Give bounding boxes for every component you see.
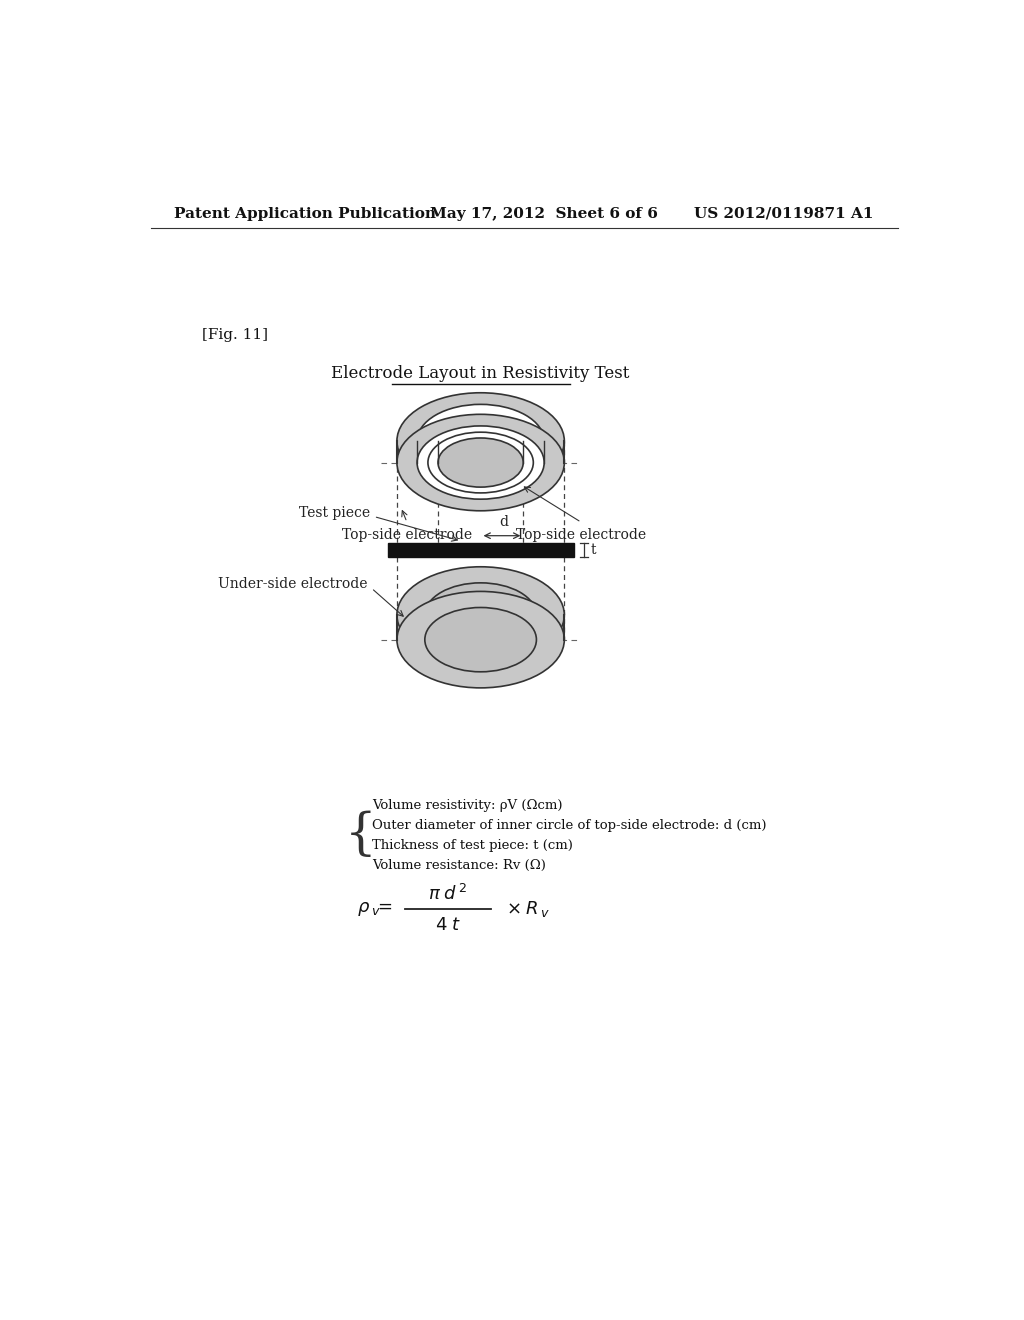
Ellipse shape <box>425 607 537 672</box>
Text: $\rho\,_v\!\!=\!\!$: $\rho\,_v\!\!=\!\!$ <box>356 900 392 919</box>
Ellipse shape <box>397 591 564 688</box>
Text: {: { <box>345 810 377 859</box>
Ellipse shape <box>397 393 564 490</box>
Text: Electrode Layout in Resistivity Test: Electrode Layout in Resistivity Test <box>332 364 630 381</box>
Ellipse shape <box>397 414 564 511</box>
Ellipse shape <box>417 404 544 478</box>
Ellipse shape <box>438 438 523 487</box>
Text: [Fig. 11]: [Fig. 11] <box>202 329 267 342</box>
Text: d: d <box>499 515 508 529</box>
Text: Outer diameter of inner circle of top-side electrode: d (cm): Outer diameter of inner circle of top-si… <box>372 818 767 832</box>
Ellipse shape <box>425 583 537 647</box>
Text: Thickness of test piece: t (cm): Thickness of test piece: t (cm) <box>372 838 573 851</box>
Ellipse shape <box>417 426 544 499</box>
Text: US 2012/0119871 A1: US 2012/0119871 A1 <box>693 207 873 220</box>
Text: $4\;t$: $4\;t$ <box>435 916 461 933</box>
Ellipse shape <box>438 416 523 466</box>
Text: Under-side electrode: Under-side electrode <box>218 577 368 591</box>
Text: $\times\;R_{\,v}$: $\times\;R_{\,v}$ <box>506 899 550 919</box>
Text: Volume resistance: Rv (Ω): Volume resistance: Rv (Ω) <box>372 859 546 871</box>
Text: Volume resistivity: ρV (Ωcm): Volume resistivity: ρV (Ωcm) <box>372 799 562 812</box>
Ellipse shape <box>428 432 534 492</box>
Text: Patent Application Publication: Patent Application Publication <box>174 207 436 220</box>
Ellipse shape <box>397 566 564 663</box>
Text: Top-side electrode: Top-side electrode <box>342 528 472 543</box>
Text: Top-side electrode: Top-side electrode <box>516 528 646 543</box>
Text: May 17, 2012  Sheet 6 of 6: May 17, 2012 Sheet 6 of 6 <box>430 207 658 220</box>
Text: $\pi\;d^{\,2}$: $\pi\;d^{\,2}$ <box>428 883 468 904</box>
Bar <box>388 544 573 557</box>
Text: Test piece: Test piece <box>299 506 370 520</box>
Text: t: t <box>591 544 596 557</box>
